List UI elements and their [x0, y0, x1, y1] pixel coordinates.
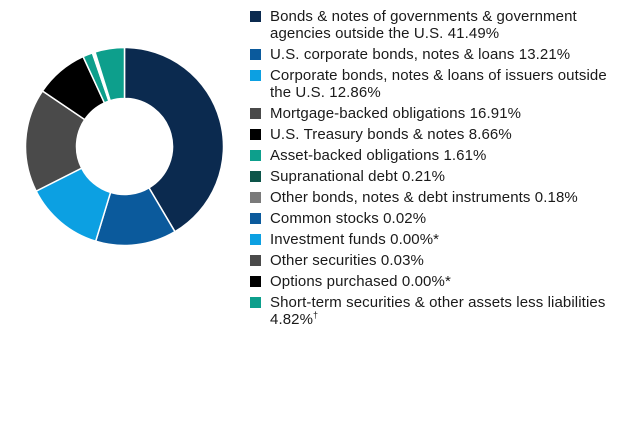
legend-value: 1.61%	[443, 147, 487, 164]
legend-item: Options purchased 0.00%*	[250, 273, 620, 290]
legend-item: Bonds & notes of governments & governmen…	[250, 8, 620, 42]
legend-item: Short-term securities & other assets les…	[250, 294, 620, 328]
legend-item: Corporate bonds, notes & loans of issuer…	[250, 67, 620, 101]
legend-value: 41.49%	[447, 25, 500, 42]
legend-value: 4.82%	[270, 311, 314, 328]
legend-label: Bonds & notes of governments & governmen…	[270, 8, 620, 42]
legend-category: Bonds & notes of governments & governmen…	[270, 8, 577, 42]
legend-category: Asset-backed obligations	[270, 147, 440, 164]
legend-item: Asset-backed obligations 1.61%	[250, 147, 620, 164]
legend-category: Investment funds	[270, 231, 386, 248]
legend-category: Mortgage-backed obligations	[270, 105, 466, 122]
legend-item: Supranational debt 0.21%	[250, 168, 620, 185]
legend-value: 0.21%	[402, 168, 446, 185]
legend-category: Other securities	[270, 252, 377, 269]
legend-category: Options purchased	[270, 273, 398, 290]
legend-value: 8.66%	[468, 126, 512, 143]
legend-value: 0.00%	[401, 273, 445, 290]
legend-label: U.S. corporate bonds, notes & loans 13.2…	[270, 46, 620, 63]
legend-item: Common stocks 0.02%	[250, 210, 620, 227]
legend-label: Supranational debt 0.21%	[270, 168, 620, 185]
legend-category: Common stocks	[270, 210, 379, 227]
legend-value: 0.02%	[383, 210, 427, 227]
legend-value: 12.86%	[329, 84, 381, 101]
donut-slice-12	[94, 46, 126, 102]
legend-swatch	[250, 276, 261, 287]
legend-category: U.S. Treasury bonds & notes	[270, 126, 465, 143]
legend-swatch	[250, 297, 261, 308]
legend-item: Other bonds, notes & debt instruments 0.…	[250, 189, 620, 206]
legend-value: 0.00%	[390, 231, 434, 248]
legend-category: Supranational debt	[270, 168, 398, 185]
legend-swatch	[250, 129, 261, 140]
legend-label: Other securities 0.03%	[270, 252, 620, 269]
legend-label: Asset-backed obligations 1.61%	[270, 147, 620, 164]
legend-swatch	[250, 234, 261, 245]
footnote-marker: *	[433, 231, 440, 248]
legend-swatch	[250, 11, 261, 22]
legend-value: 16.91%	[469, 105, 522, 122]
footnote-marker: †	[313, 310, 319, 320]
legend-value: 13.21%	[518, 46, 571, 63]
legend-label: Short-term securities & other assets les…	[270, 294, 620, 328]
legend-swatch	[250, 171, 261, 182]
legend-category: Short-term securities & other assets les…	[270, 294, 606, 311]
legend-label: Mortgage-backed obligations 16.91%	[270, 105, 620, 122]
legend-swatch	[250, 255, 261, 266]
footnote-marker: *	[444, 273, 451, 290]
legend-label: U.S. Treasury bonds & notes 8.66%	[270, 126, 620, 143]
legend-item: Other securities 0.03%	[250, 252, 620, 269]
legend-value: 0.03%	[380, 252, 424, 269]
donut-slice-0	[123, 46, 225, 233]
legend-category: U.S. corporate bonds, notes & loans	[270, 46, 515, 63]
legend-label: Other bonds, notes & debt instruments 0.…	[270, 189, 620, 206]
legend-label: Investment funds 0.00%*	[270, 231, 620, 248]
legend-label: Common stocks 0.02%	[270, 210, 620, 227]
donut-chart	[24, 46, 225, 247]
legend-category: Corporate bonds, notes & loans of issuer…	[270, 67, 607, 101]
legend-item: Investment funds 0.00%*	[250, 231, 620, 248]
legend-swatch	[250, 70, 261, 81]
chart-legend: Bonds & notes of governments & governmen…	[250, 8, 620, 332]
legend-swatch	[250, 213, 261, 224]
legend-item: Mortgage-backed obligations 16.91%	[250, 105, 620, 122]
legend-item: U.S. Treasury bonds & notes 8.66%	[250, 126, 620, 143]
legend-label: Corporate bonds, notes & loans of issuer…	[270, 67, 620, 101]
legend-label: Options purchased 0.00%*	[270, 273, 620, 290]
legend-swatch	[250, 108, 261, 119]
legend-category: Other bonds, notes & debt instruments	[270, 189, 531, 206]
legend-swatch	[250, 192, 261, 203]
legend-item: U.S. corporate bonds, notes & loans 13.2…	[250, 46, 620, 63]
legend-swatch	[250, 49, 261, 60]
legend-swatch	[250, 150, 261, 161]
legend-value: 0.18%	[534, 189, 578, 206]
